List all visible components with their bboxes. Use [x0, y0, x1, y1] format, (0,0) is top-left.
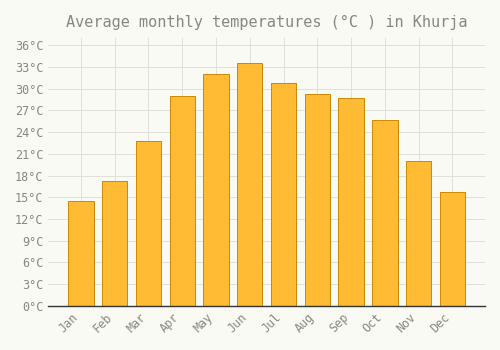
Bar	[406, 161, 431, 306]
Bar	[237, 63, 262, 306]
Title: Average monthly temperatures (°C ) in Khurja: Average monthly temperatures (°C ) in Kh…	[66, 15, 468, 30]
Bar	[102, 181, 128, 306]
Bar	[271, 83, 296, 306]
Bar	[338, 98, 364, 306]
Bar	[304, 94, 330, 306]
Bar	[372, 120, 398, 306]
Bar	[136, 141, 161, 306]
Bar	[68, 201, 94, 306]
Bar	[440, 191, 465, 306]
Bar	[204, 74, 229, 306]
Bar	[170, 96, 195, 306]
